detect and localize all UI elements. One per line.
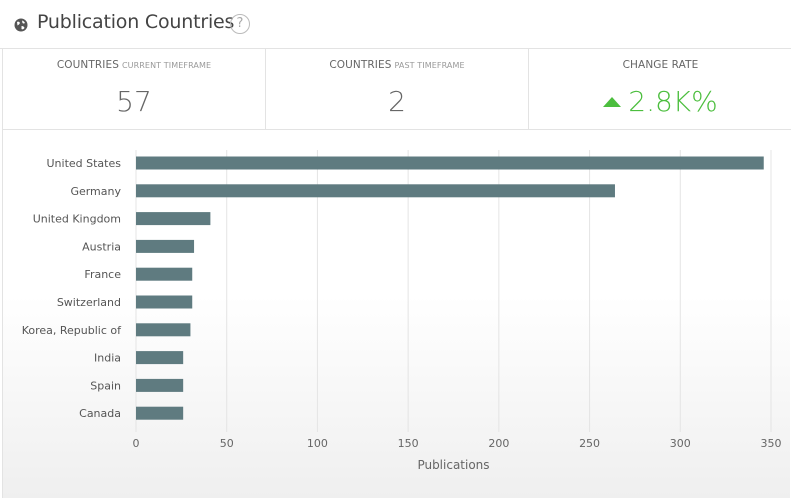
x-tick-label: 350	[761, 437, 782, 450]
bar[interactable]	[136, 378, 184, 392]
bar[interactable]	[136, 323, 191, 337]
x-tick-label: 150	[398, 437, 419, 450]
category-label: Germany	[70, 185, 121, 198]
bar[interactable]	[136, 184, 615, 198]
stat-countries-current: COUNTRIES CURRENT TIMEFRAME 57	[3, 49, 266, 129]
stat-countries-past: COUNTRIES PAST TIMEFRAME 2	[266, 49, 529, 129]
category-label: Austria	[82, 240, 121, 253]
category-label: United States	[47, 157, 122, 170]
bar-chart: 0 50 100 150 200 250 300 350 United States German…	[22, 150, 782, 472]
x-tick-label: 200	[488, 437, 509, 450]
bar[interactable]	[136, 406, 184, 420]
stat-label: COUNTRIES CURRENT TIMEFRAME	[56, 59, 212, 71]
stat-label: COUNTRIES PAST TIMEFRAME	[329, 59, 465, 71]
category-label: France	[84, 268, 121, 281]
help-icon[interactable]: ?	[230, 14, 250, 34]
stats-row: COUNTRIES CURRENT TIMEFRAME 57 COUNTRIES P…	[2, 49, 791, 130]
widget-header: Publication Countries ?	[0, 0, 791, 49]
x-axis-title: Publications	[417, 458, 489, 472]
bar[interactable]	[136, 295, 193, 309]
x-tick-label: 250	[579, 437, 600, 450]
bar[interactable]	[136, 156, 764, 170]
bar[interactable]	[136, 239, 195, 253]
globe-icon	[14, 18, 28, 32]
x-tick-label: 100	[307, 437, 328, 450]
bar[interactable]	[136, 212, 211, 226]
stat-value: 2	[388, 85, 406, 118]
category-label: India	[94, 352, 121, 365]
category-label: Korea, Republic of	[22, 324, 122, 337]
x-tick-label: 0	[133, 437, 140, 450]
x-tick-label: 300	[670, 437, 691, 450]
bar[interactable]	[136, 267, 193, 281]
stat-value: 57	[116, 85, 152, 118]
stat-label: CHANGE RATE	[622, 59, 699, 71]
category-label: Canada	[79, 407, 121, 420]
category-label: Spain	[90, 379, 121, 392]
widget-title: Publication Countries	[37, 11, 235, 33]
category-label: United Kingdom	[33, 213, 121, 226]
trend-up-icon	[603, 97, 622, 107]
category-label: Switzerland	[57, 296, 121, 309]
x-tick-label: 50	[220, 437, 234, 450]
chart-area: 0 50 100 150 200 250 300 350 United States German…	[2, 130, 790, 498]
stat-change-rate: CHANGE RATE 2.8K%	[529, 49, 791, 129]
bar[interactable]	[136, 351, 184, 365]
stat-value: 2.8K%	[529, 85, 791, 118]
